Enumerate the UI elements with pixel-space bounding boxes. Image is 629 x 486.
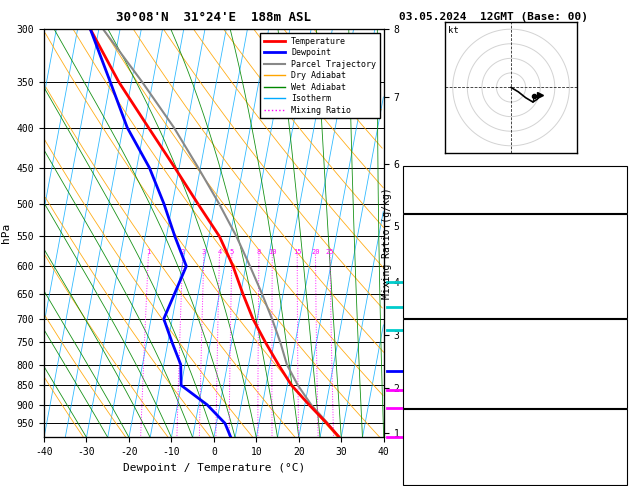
Text: PW (cm): PW (cm) <box>406 198 450 208</box>
Text: 8: 8 <box>257 248 261 255</box>
Text: Hodograph: Hodograph <box>487 413 543 423</box>
Text: CIN (J): CIN (J) <box>406 303 450 313</box>
Text: 5: 5 <box>230 248 234 255</box>
Text: θᴇ(K): θᴇ(K) <box>406 260 437 271</box>
Text: © weatheronline.co.uk: © weatheronline.co.uk <box>459 466 571 475</box>
Text: 319: 319 <box>605 351 624 361</box>
Text: Dewp (°C): Dewp (°C) <box>406 246 462 257</box>
X-axis label: Dewpoint / Temperature (°C): Dewpoint / Temperature (°C) <box>123 463 305 473</box>
Text: CIN (J): CIN (J) <box>406 393 450 403</box>
Text: StmDir: StmDir <box>406 455 443 466</box>
Text: Pressure (mb): Pressure (mb) <box>406 337 487 347</box>
Text: Totals Totals: Totals Totals <box>406 184 487 194</box>
Text: SREH: SREH <box>406 441 431 451</box>
Text: 0: 0 <box>618 379 624 389</box>
Text: Mixing Ratio (g/kg): Mixing Ratio (g/kg) <box>382 187 392 299</box>
Text: Surface: Surface <box>493 218 537 228</box>
Text: 0: 0 <box>618 393 624 403</box>
Text: CAPE (J): CAPE (J) <box>406 379 455 389</box>
Text: 03.05.2024  12GMT (Base: 00): 03.05.2024 12GMT (Base: 00) <box>399 12 588 22</box>
Text: 3.9: 3.9 <box>605 246 624 257</box>
Text: 37: 37 <box>611 184 624 194</box>
Title: 30°08'N  31°24'E  188m ASL: 30°08'N 31°24'E 188m ASL <box>116 11 311 24</box>
Text: -35: -35 <box>605 427 624 437</box>
Text: EH: EH <box>406 427 418 437</box>
Text: Lifted Index: Lifted Index <box>406 275 481 285</box>
Text: -9: -9 <box>611 170 624 180</box>
Text: 15: 15 <box>293 248 301 255</box>
Text: 7: 7 <box>618 275 624 285</box>
Text: Most Unstable: Most Unstable <box>474 323 555 333</box>
Text: 309°: 309° <box>599 455 624 466</box>
Legend: Temperature, Dewpoint, Parcel Trajectory, Dry Adiabat, Wet Adiabat, Isotherm, Mi: Temperature, Dewpoint, Parcel Trajectory… <box>260 34 379 118</box>
Text: 1.14: 1.14 <box>599 198 624 208</box>
Text: 2: 2 <box>181 248 185 255</box>
Text: 1: 1 <box>147 248 150 255</box>
Text: 10: 10 <box>268 248 277 255</box>
Text: 3: 3 <box>202 248 206 255</box>
Text: 0: 0 <box>618 289 624 299</box>
Y-axis label: hPa: hPa <box>1 223 11 243</box>
Text: StmSpd (kt): StmSpd (kt) <box>406 469 474 480</box>
Text: 988: 988 <box>605 337 624 347</box>
Text: 29.4: 29.4 <box>599 232 624 243</box>
Text: 7: 7 <box>618 365 624 375</box>
Text: 0: 0 <box>618 303 624 313</box>
Text: 4: 4 <box>218 248 221 255</box>
Text: 40: 40 <box>611 441 624 451</box>
Text: 20: 20 <box>311 248 320 255</box>
Text: 31: 31 <box>611 469 624 480</box>
Text: 25: 25 <box>326 248 334 255</box>
Text: kt: kt <box>448 26 459 35</box>
Text: K: K <box>406 170 412 180</box>
Text: 319: 319 <box>605 260 624 271</box>
Text: CAPE (J): CAPE (J) <box>406 289 455 299</box>
Y-axis label: km
ASL: km ASL <box>405 225 426 242</box>
Text: Temp (°C): Temp (°C) <box>406 232 462 243</box>
Text: θᴇ (K): θᴇ (K) <box>406 351 443 361</box>
Text: Lifted Index: Lifted Index <box>406 365 481 375</box>
